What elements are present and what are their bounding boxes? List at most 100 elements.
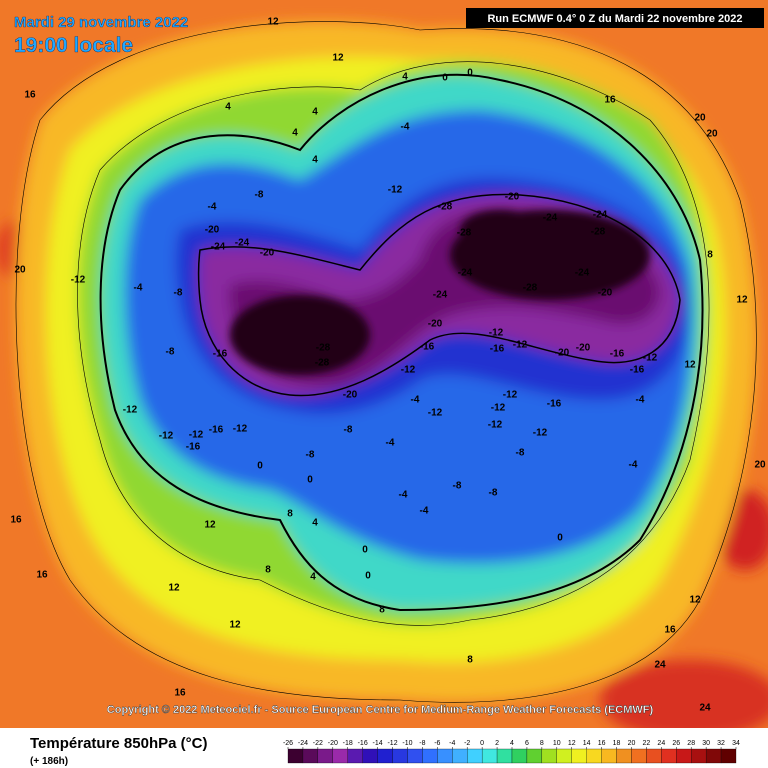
- scale-label: 22: [643, 740, 651, 747]
- contour-label: -20: [598, 288, 613, 299]
- contour-label: -16: [490, 344, 505, 355]
- contour-label: 24: [699, 703, 711, 714]
- contour-label: -4: [401, 122, 410, 133]
- contour-label: -24: [433, 290, 448, 301]
- contour-label: -12: [513, 340, 528, 351]
- contour-label: -12: [123, 405, 138, 416]
- lead-time: (+ 186h): [30, 756, 68, 767]
- contour-label: -4: [636, 395, 645, 406]
- contour-label: -16: [630, 365, 645, 376]
- color-cell: [556, 748, 572, 764]
- contour-label: -8: [306, 450, 315, 461]
- contour-label: 16: [664, 625, 676, 636]
- contour-label: -4: [420, 506, 429, 517]
- color-cell: [452, 748, 468, 764]
- contour-label: 16: [10, 515, 22, 526]
- forecast-date: Mardi 29 novembre 2022: [14, 14, 188, 31]
- contour-label: -8: [255, 190, 264, 201]
- contour-label: 0: [307, 475, 313, 486]
- scale-label: 2: [495, 740, 499, 747]
- scale-label: -8: [419, 740, 425, 747]
- scale-label: -20: [328, 740, 338, 747]
- scale-label: 6: [525, 740, 529, 747]
- contour-label: 8: [287, 509, 293, 520]
- color-cell: [437, 748, 453, 764]
- contour-label: 20: [694, 113, 706, 124]
- contour-label: -28: [591, 227, 606, 238]
- contour-label: -12: [503, 390, 518, 401]
- field: [0, 0, 768, 740]
- contour-label: -24: [235, 238, 250, 249]
- contour-label: 12: [229, 620, 241, 631]
- contour-label: -4: [208, 202, 217, 213]
- contour-label: -4: [629, 460, 638, 471]
- scale-label: 34: [732, 740, 740, 747]
- run-info: Run ECMWF 0.4° 0 Z du Mardi 22 novembre …: [487, 13, 742, 25]
- contour-label: 16: [174, 688, 186, 699]
- contour-label: -4: [134, 283, 143, 294]
- contour-label: 12: [332, 53, 344, 64]
- contour-label: 8: [265, 565, 271, 576]
- color-scale: -26 -24 -22 -20 -18 -16 -14 -12 -10 -8 -6 -4 -2 0 2 4 6 8…: [283, 740, 740, 764]
- contour-label: -16: [213, 349, 228, 360]
- color-cell: [616, 748, 632, 764]
- contour-label: 24: [654, 660, 666, 671]
- contour-label: 16: [24, 90, 36, 101]
- contour-label: -28: [315, 358, 330, 369]
- scale-label: 20: [628, 740, 636, 747]
- scale-label: 26: [672, 740, 680, 747]
- contour-label: -8: [453, 481, 462, 492]
- contour-label: 4: [312, 155, 318, 166]
- contour-label: 0: [362, 545, 368, 556]
- contour-label: -28: [438, 202, 453, 213]
- scale-label: -24: [298, 740, 308, 747]
- color-cell: [481, 748, 498, 764]
- color-cell: [392, 748, 408, 764]
- contour-label: 4: [312, 107, 318, 118]
- contour-label: -20: [428, 319, 443, 330]
- color-cell: [422, 748, 438, 764]
- color-cell: [691, 748, 707, 764]
- contour-label: 4: [292, 128, 298, 139]
- contour-label: 12: [736, 295, 748, 306]
- color-cell: [377, 748, 393, 764]
- contour-label: 4: [225, 102, 231, 113]
- contour-label: 20: [14, 265, 26, 276]
- contour-label: 4: [312, 518, 318, 529]
- contour-label: -28: [523, 283, 538, 294]
- contour-label: -8: [174, 288, 183, 299]
- contour-label: 12: [689, 595, 701, 606]
- color-cell: [317, 748, 333, 764]
- contour-label: -16: [610, 349, 625, 360]
- contour-label: 8: [707, 250, 713, 261]
- contour-label: -12: [488, 420, 503, 431]
- scale-label: 4: [510, 740, 514, 747]
- scale-label: -10: [402, 740, 412, 747]
- contour-label: 12: [168, 583, 180, 594]
- contour-label: 0: [467, 68, 473, 79]
- legend-title: Température 850hPa (°C): [30, 735, 207, 752]
- contour-label: 8: [467, 655, 473, 666]
- color-cell: [287, 748, 304, 764]
- scale-label: -22: [313, 740, 323, 747]
- color-cell: [496, 748, 513, 764]
- contour-label: 16: [604, 95, 616, 106]
- color-cell: [646, 748, 662, 764]
- contour-label: -20: [576, 343, 591, 354]
- contour-label: -8: [516, 448, 525, 459]
- contour-label: -12: [401, 365, 416, 376]
- contour-label: -20: [260, 248, 275, 259]
- contour-label: -28: [457, 228, 472, 239]
- scale-label: 30: [702, 740, 710, 747]
- scale-label: -6: [434, 740, 440, 747]
- color-cell: [407, 748, 423, 764]
- color-cell: [571, 748, 587, 764]
- scale-label: -4: [449, 740, 455, 747]
- color-cell: [467, 748, 483, 764]
- contour-label: -24: [211, 242, 226, 253]
- contour-label: 0: [557, 533, 563, 544]
- contour-label: -12: [489, 328, 504, 339]
- scale-label: 12: [568, 740, 576, 747]
- contour-label: -4: [399, 490, 408, 501]
